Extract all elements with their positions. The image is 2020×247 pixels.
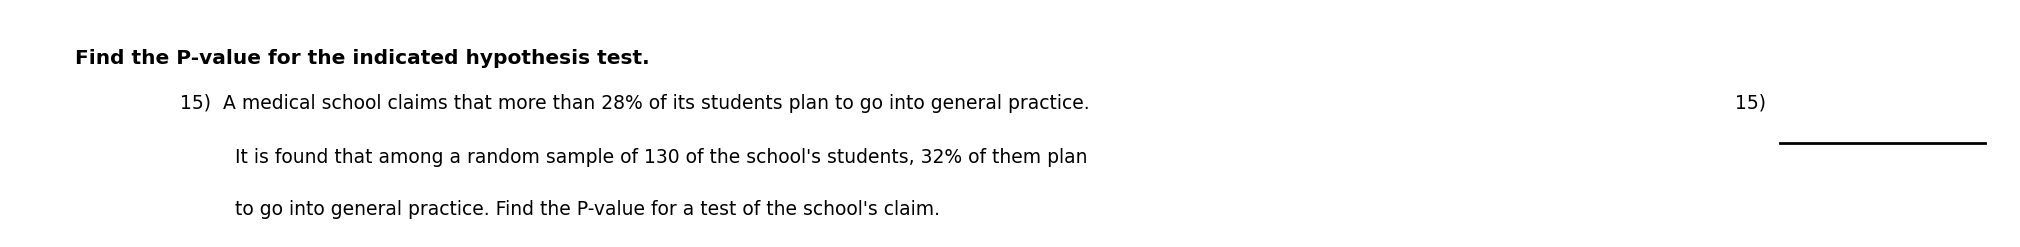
Text: Find the P-value for the indicated hypothesis test.: Find the P-value for the indicated hypot…: [75, 49, 650, 68]
Text: 15): 15): [1735, 94, 1765, 113]
Text: to go into general practice. Find the P-value for a test of the school's claim.: to go into general practice. Find the P-…: [234, 200, 939, 219]
Text: 15)  A medical school claims that more than 28% of its students plan to go into : 15) A medical school claims that more th…: [180, 94, 1089, 113]
Text: It is found that among a random sample of 130 of the school's students, 32% of t: It is found that among a random sample o…: [234, 148, 1087, 167]
